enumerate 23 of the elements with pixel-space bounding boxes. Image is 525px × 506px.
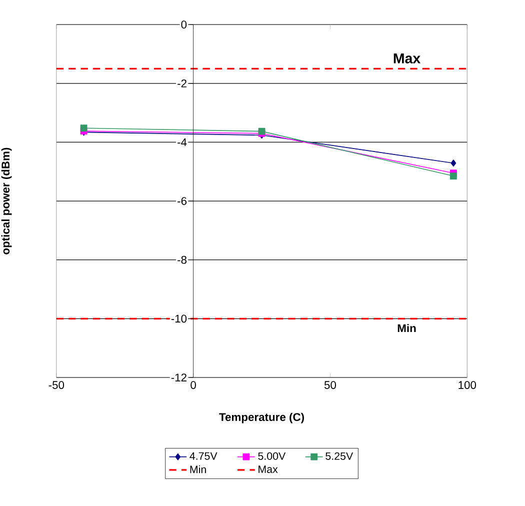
ref-line-label: Max bbox=[394, 53, 421, 64]
y-tick-label: -12 bbox=[171, 373, 186, 382]
point bbox=[450, 160, 456, 166]
legend-label: 5.25V bbox=[326, 452, 354, 460]
x-tick-label: 0 bbox=[190, 380, 196, 389]
point bbox=[80, 124, 88, 132]
legend-label: 4.75V bbox=[190, 452, 218, 460]
x-tick-label: 100 bbox=[458, 380, 476, 389]
legend-label: 5.00V bbox=[258, 452, 286, 460]
y-tick-label: -6 bbox=[178, 196, 187, 205]
x-axis-title: Temperature (C) bbox=[219, 412, 304, 424]
x-tick-label: 50 bbox=[324, 380, 336, 389]
y-tick-label: -10 bbox=[171, 314, 187, 323]
point bbox=[450, 172, 457, 180]
y-tick-label: -8 bbox=[178, 256, 187, 264]
x-tick-label: -50 bbox=[48, 380, 64, 389]
y-tick-label: -4 bbox=[178, 138, 187, 146]
y-tick-label: 0 bbox=[181, 20, 187, 28]
y-axis-title: optical power (dBm) bbox=[1, 148, 12, 254]
text: Max bbox=[258, 465, 278, 473]
text: Min bbox=[190, 465, 206, 474]
ref-line-label: Min bbox=[398, 324, 416, 332]
y-tick-label: -2 bbox=[178, 79, 186, 88]
